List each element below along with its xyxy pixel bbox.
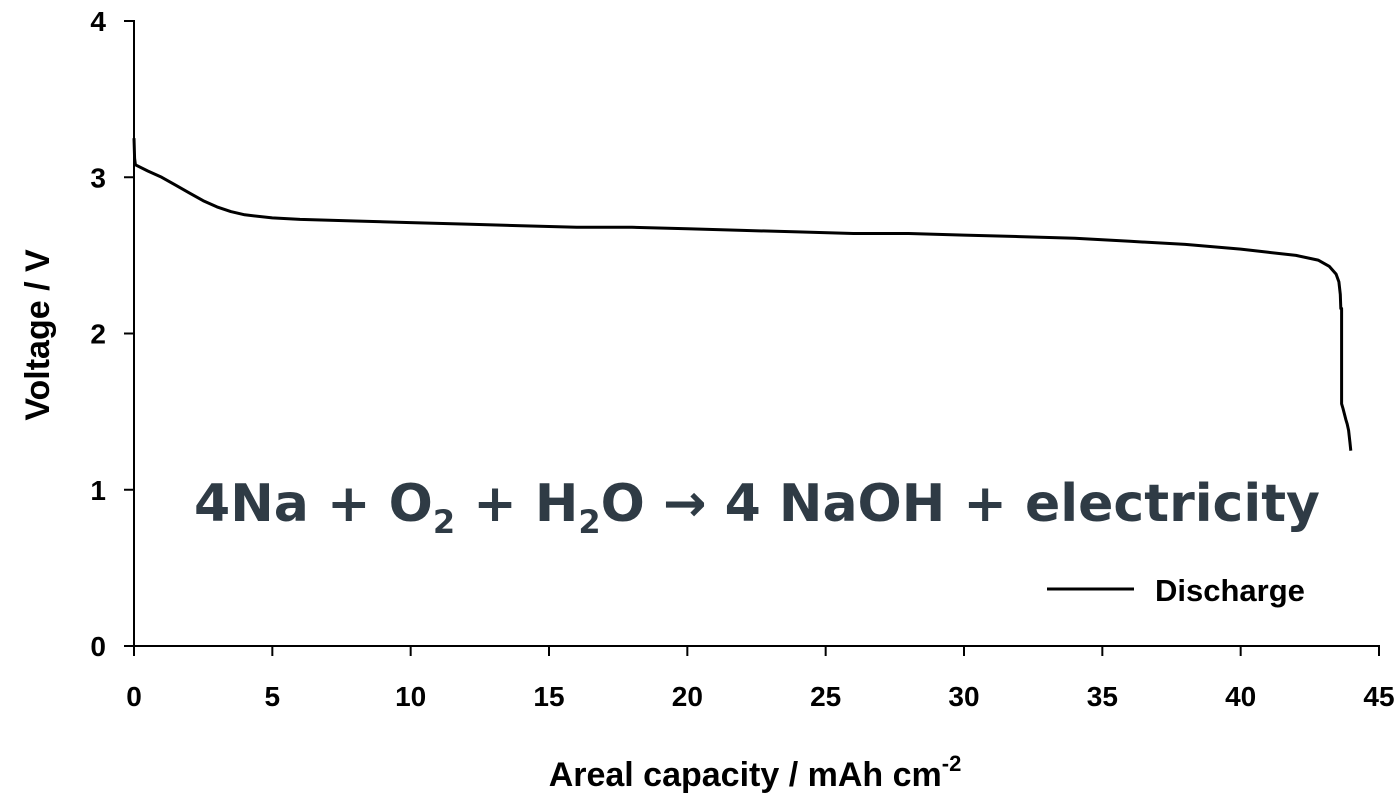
x-tick-label: 25	[810, 681, 841, 712]
x-tick-label: 20	[672, 681, 703, 712]
y-tick-label: 3	[90, 162, 106, 193]
x-tick-label: 40	[1225, 681, 1256, 712]
x-tick-label: 0	[126, 681, 142, 712]
legend: Discharge	[1047, 573, 1305, 608]
x-axis-title-main: Areal capacity / mAh cm	[549, 756, 942, 794]
y-tick-label: 2	[90, 319, 106, 350]
y-tick-label: 0	[90, 631, 106, 662]
x-tick-label: 5	[265, 681, 281, 712]
annotation-sub1: 2	[433, 503, 455, 541]
axes	[133, 20, 1380, 647]
y-tick-label: 1	[90, 475, 106, 506]
x-tick-label: 15	[533, 681, 564, 712]
x-tick-label: 35	[1087, 681, 1118, 712]
x-ticks: 0 5 10 15 20 25 30 35 40 45	[126, 646, 1395, 712]
x-tick-label: 30	[948, 681, 979, 712]
x-axis-title: Areal capacity / mAh cm-2	[549, 751, 962, 794]
x-tick-label: 10	[395, 681, 426, 712]
y-axis-title: Voltage / V	[19, 249, 57, 421]
y-tick-label: 4	[90, 6, 106, 37]
annotation-part3: O → 4 NaOH + electricity	[601, 474, 1320, 534]
annotation-sub2: 2	[578, 503, 600, 541]
y-ticks: 0 1 2 3 4	[90, 6, 134, 662]
annotation-reaction: 4Na + O2 + H2O → 4 NaOH + electricity	[194, 474, 1320, 541]
legend-label-discharge: Discharge	[1155, 573, 1305, 608]
series-line-discharge	[132, 138, 1353, 451]
x-axis-title-sup: -2	[942, 751, 962, 776]
annotation-part1: 4Na + O	[194, 474, 433, 534]
x-tick-label: 45	[1363, 681, 1394, 712]
annotation-part2: + H	[455, 474, 578, 534]
